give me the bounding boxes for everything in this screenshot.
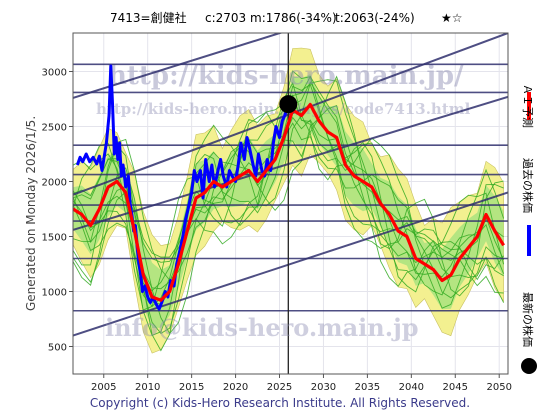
x-tick-label: 2035 — [355, 382, 380, 393]
trend-line — [73, 33, 284, 99]
watermark-email: info@kids-hero.main.jp — [105, 313, 419, 342]
current-price-marker — [279, 95, 298, 114]
legend-item-forecast: ＡＩ予測 — [521, 84, 535, 128]
axis-ticks: 2005 2010 2015 2020 2025 2030 2035 2040 2045 2050… — [42, 68, 512, 394]
legend-label-latest: 最新の株価 — [521, 292, 535, 347]
x-tick-label: 2015 — [179, 382, 204, 393]
y-tick-label: 500 — [48, 343, 67, 354]
trend-line — [73, 95, 508, 231]
trend-line — [73, 191, 508, 337]
x-tick-label: 2005 — [91, 382, 116, 393]
generated-date-text: Generated on Monday 2026/1/5. — [24, 116, 38, 311]
y-tick-label: 2500 — [42, 123, 67, 134]
header-current: c:2703 — [205, 11, 246, 25]
legend-swatch-latest — [521, 358, 537, 374]
x-tick-label: 2010 — [135, 382, 160, 393]
x-tick-label: 2045 — [443, 382, 468, 393]
y-tick-label: 3000 — [42, 68, 67, 79]
header-target: t:2063(-24%) — [335, 11, 415, 25]
y-tick-label: 2000 — [42, 178, 67, 189]
x-tick-label: 2030 — [311, 382, 336, 393]
series-lines — [73, 64, 505, 311]
plot-frame — [72, 32, 509, 375]
legend-item-latest: 最新の株価 — [521, 292, 537, 374]
header-stars: ★☆ — [441, 11, 463, 25]
x-tick-label: 2050 — [486, 382, 511, 393]
x-tick-label: 2020 — [223, 382, 248, 393]
copyright-text: Copyright (c) Kids-Hero Research Institu… — [90, 396, 470, 410]
legend-label-past: 過去の株価 — [521, 158, 535, 213]
legend-label-forecast: ＡＩ予測 — [521, 84, 535, 128]
x-tick-label: 2025 — [267, 382, 292, 393]
y-tick-label: 1000 — [42, 288, 67, 299]
x-tick-label: 2040 — [399, 382, 424, 393]
header-code-name: 7413=創健社 — [110, 10, 187, 25]
current-marker-layer — [279, 95, 298, 114]
legend: ＡＩ予測 過去の株価 最新の株価 — [521, 84, 537, 374]
header-median: m:1786(-34%) — [250, 11, 337, 25]
y-tick-label: 1500 — [42, 233, 67, 244]
watermark-url: http://kids-hero.main.jp/ — [108, 61, 464, 91]
legend-item-past: 過去の株価 — [521, 158, 535, 256]
ai-forecast-line — [73, 102, 505, 302]
